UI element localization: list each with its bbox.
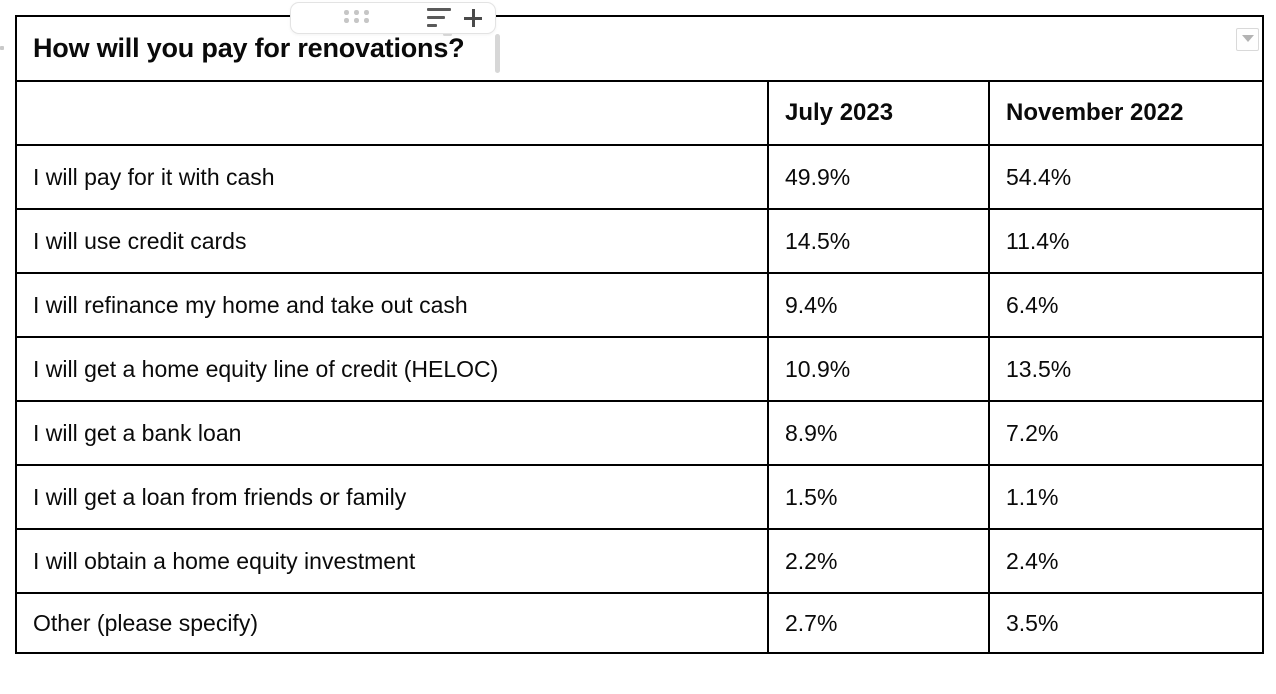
column-header-july-2023[interactable]: July 2023 (767, 80, 990, 146)
value-cell-july[interactable]: 9.4% (767, 272, 990, 338)
column-header-november-2022[interactable]: November 2022 (987, 80, 1265, 146)
text-cursor (495, 34, 500, 73)
value-cell-november[interactable]: 6.4% (987, 272, 1265, 338)
row-label-cell[interactable]: I will get a bank loan (15, 400, 769, 466)
sort-bars-icon (427, 16, 445, 19)
value-cell-november[interactable]: 54.4% (987, 144, 1265, 210)
triangle-down-icon (1241, 35, 1254, 42)
drag-dot-icon (354, 18, 359, 23)
table-row: Other (please specify) 2.7% 3.5% (15, 592, 1265, 654)
drag-dot-icon (344, 18, 349, 23)
value-cell-july[interactable]: 10.9% (767, 336, 990, 402)
value-cell-july[interactable]: 2.7% (767, 592, 990, 654)
sort-button[interactable] (427, 8, 453, 30)
value-cell-july[interactable]: 8.9% (767, 400, 990, 466)
value-cell-november[interactable]: 11.4% (987, 208, 1265, 274)
table-title-row: How will you pay for renovations? (14, 15, 1265, 82)
table-row: I will refinance my home and take out ca… (15, 272, 1265, 338)
table-title-cell[interactable]: How will you pay for renovations? (14, 15, 1265, 82)
table-row: I will get a home equity line of credit … (15, 336, 1265, 402)
drag-dot-icon (344, 10, 349, 15)
plus-icon (464, 9, 482, 27)
value-cell-july[interactable]: 49.9% (767, 144, 990, 210)
value-cell-july[interactable]: 14.5% (767, 208, 990, 274)
value-cell-november[interactable]: 7.2% (987, 400, 1265, 466)
row-label-cell[interactable]: Other (please specify) (15, 592, 769, 654)
value-cell-november[interactable]: 2.4% (987, 528, 1265, 594)
left-margin-dash (0, 46, 4, 50)
table-row: I will get a bank loan 8.9% 7.2% (15, 400, 1265, 466)
row-label-cell[interactable]: I will pay for it with cash (15, 144, 769, 210)
row-label-cell[interactable]: I will get a loan from friends or family (15, 464, 769, 530)
survey-results-table: How will you pay for renovations? July 2… (14, 15, 1265, 654)
value-cell-november[interactable]: 13.5% (987, 336, 1265, 402)
row-label-cell[interactable]: I will use credit cards (15, 208, 769, 274)
table-row: I will get a loan from friends or family… (15, 464, 1265, 530)
dropdown-button[interactable] (1236, 28, 1260, 51)
value-cell-july[interactable]: 1.5% (767, 464, 990, 530)
survey-table-block: How will you pay for renovations? July 2… (14, 15, 1265, 654)
block-toolbar (290, 2, 496, 34)
column-header-empty[interactable] (15, 80, 769, 146)
table-title: How will you pay for renovations? (33, 33, 465, 63)
row-label-cell[interactable]: I will obtain a home equity investment (15, 528, 769, 594)
row-label-cell[interactable]: I will refinance my home and take out ca… (15, 272, 769, 338)
drag-dot-icon (364, 18, 369, 23)
value-cell-july[interactable]: 2.2% (767, 528, 990, 594)
toolbar-notch (443, 33, 452, 36)
drag-dot-icon (364, 10, 369, 15)
value-cell-november[interactable]: 1.1% (987, 464, 1265, 530)
sort-bars-icon (427, 24, 437, 27)
table-row: I will obtain a home equity investment 2… (15, 528, 1265, 594)
add-button[interactable] (464, 9, 482, 27)
row-label-cell[interactable]: I will get a home equity line of credit … (15, 336, 769, 402)
drag-dot-icon (354, 10, 359, 15)
drag-handle[interactable] (344, 10, 369, 23)
value-cell-november[interactable]: 3.5% (987, 592, 1265, 654)
table-row: I will use credit cards 14.5% 11.4% (15, 208, 1265, 274)
sort-bars-icon (427, 8, 451, 11)
table-row: I will pay for it with cash 49.9% 54.4% (15, 144, 1265, 210)
table-header-row: July 2023 November 2022 (15, 80, 1265, 146)
